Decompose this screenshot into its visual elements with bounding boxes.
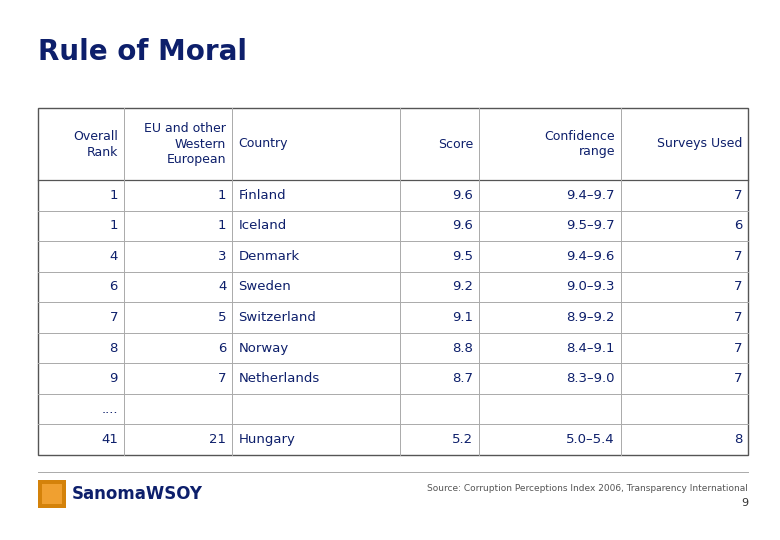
Text: 1: 1 <box>218 189 226 202</box>
Text: 3: 3 <box>218 250 226 263</box>
Text: Iceland: Iceland <box>239 219 286 232</box>
Text: 9: 9 <box>741 498 748 508</box>
Text: Hungary: Hungary <box>239 433 295 446</box>
Text: Country: Country <box>239 138 288 151</box>
Text: Source: Corruption Perceptions Index 2006, Transparency International: Source: Corruption Perceptions Index 200… <box>427 484 748 493</box>
Bar <box>38 108 748 455</box>
Text: 7: 7 <box>733 311 742 324</box>
Text: 8: 8 <box>109 342 118 355</box>
Text: 1: 1 <box>109 219 118 232</box>
Text: 8.9–9.2: 8.9–9.2 <box>566 311 615 324</box>
Text: 6: 6 <box>109 280 118 293</box>
Text: 9.0–9.3: 9.0–9.3 <box>566 280 615 293</box>
Text: 4: 4 <box>218 280 226 293</box>
Text: SanomaWSOY: SanomaWSOY <box>72 485 203 503</box>
Text: 9.4–9.7: 9.4–9.7 <box>566 189 615 202</box>
Text: 9: 9 <box>109 372 118 385</box>
Text: 6: 6 <box>218 342 226 355</box>
Text: 9.5: 9.5 <box>452 250 473 263</box>
Text: 7: 7 <box>733 250 742 263</box>
Bar <box>42 484 62 504</box>
Text: Rule of Moral: Rule of Moral <box>38 38 247 66</box>
Text: Score: Score <box>438 138 473 151</box>
Text: EU and other
Western
European: EU and other Western European <box>144 122 226 166</box>
Text: 1: 1 <box>218 219 226 232</box>
Text: Confidence
range: Confidence range <box>544 130 615 159</box>
Text: 5: 5 <box>218 311 226 324</box>
Text: ....: .... <box>101 403 118 416</box>
Text: 9.6: 9.6 <box>452 219 473 232</box>
Text: 5.2: 5.2 <box>452 433 473 446</box>
Text: 41: 41 <box>101 433 118 446</box>
Text: 7: 7 <box>733 280 742 293</box>
Text: 8.8: 8.8 <box>452 342 473 355</box>
Text: 6: 6 <box>734 219 742 232</box>
Text: 7: 7 <box>733 189 742 202</box>
Text: 9.1: 9.1 <box>452 311 473 324</box>
Text: 1: 1 <box>109 189 118 202</box>
Text: Netherlands: Netherlands <box>239 372 320 385</box>
Text: Finland: Finland <box>239 189 286 202</box>
Text: 8: 8 <box>734 433 742 446</box>
Text: 7: 7 <box>218 372 226 385</box>
Text: 4: 4 <box>109 250 118 263</box>
Text: Overall
Rank: Overall Rank <box>73 130 118 159</box>
Text: Surveys Used: Surveys Used <box>657 138 742 151</box>
Text: 9.6: 9.6 <box>452 189 473 202</box>
Text: 9.2: 9.2 <box>452 280 473 293</box>
Text: 21: 21 <box>209 433 226 446</box>
Text: 8.4–9.1: 8.4–9.1 <box>566 342 615 355</box>
Text: 9.5–9.7: 9.5–9.7 <box>566 219 615 232</box>
Bar <box>38 480 66 508</box>
Text: Denmark: Denmark <box>239 250 300 263</box>
Text: Switzerland: Switzerland <box>239 311 316 324</box>
Text: Sweden: Sweden <box>239 280 291 293</box>
Text: 7: 7 <box>733 342 742 355</box>
Text: 8.7: 8.7 <box>452 372 473 385</box>
Text: 7: 7 <box>109 311 118 324</box>
Text: 5.0–5.4: 5.0–5.4 <box>566 433 615 446</box>
Text: 9.4–9.6: 9.4–9.6 <box>566 250 615 263</box>
Text: 7: 7 <box>733 372 742 385</box>
Text: Norway: Norway <box>239 342 289 355</box>
Text: 8.3–9.0: 8.3–9.0 <box>566 372 615 385</box>
